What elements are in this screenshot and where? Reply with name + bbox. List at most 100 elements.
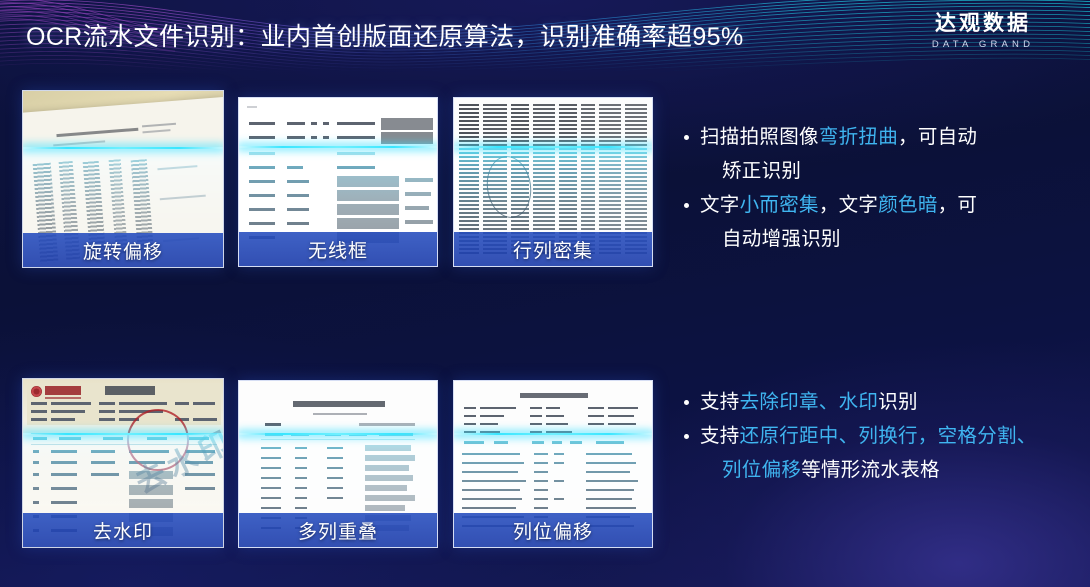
bullet-dot-icon [684,203,689,208]
table-row-line [337,166,375,169]
field-label [464,423,476,426]
table-row-line [261,439,415,440]
doc-line [159,194,206,201]
table-cell [586,498,632,501]
brand-name-en: DATA GRAND [931,39,1035,51]
feature-list-top: 扫描拍照图像弯折扭曲，可自动矫正识别文字小而密集，文字颜色暗，可 自动增强识别 [684,120,1070,256]
statement-title [293,401,385,407]
table-row-line [249,222,275,225]
table-row-line [287,180,309,183]
table-cell [462,471,518,474]
field-value [51,418,75,421]
table-cell [462,498,522,501]
table-cell [534,507,548,510]
table-cell-block [381,118,433,130]
table-cell [91,473,119,476]
feature-line: 矫正识别 [700,154,1070,188]
field-label [530,423,542,426]
table-cell [462,489,520,492]
field-value [546,431,572,434]
table-cell [295,467,307,470]
sample-card-remove-watermark[interactable]: 去水印 去水印 [22,378,224,548]
table-cell [534,462,548,465]
feature-keyword: 列位偏移 [722,459,802,481]
sample-card-column-shift[interactable]: 列位偏移 [453,380,653,548]
sample-card-borderless[interactable]: 无线框 [238,97,438,267]
sample-card-dense-grid[interactable]: 行列密集 [453,97,653,267]
table-row-line [287,136,305,139]
brand-name-cn: 达观数据 [935,12,1031,35]
feature-text: 矫正识别 [722,160,802,182]
sample-card-rotated-offset[interactable]: 旋转偏移 [22,90,224,268]
table-cell [33,487,39,490]
doc-heading-line [56,127,139,138]
feature-text: ，可 [937,194,978,216]
field-label [464,415,476,418]
table-cell [554,462,564,465]
table-cell [534,498,548,501]
card-caption: 列位偏移 [454,513,652,547]
table-row-line [249,122,275,125]
bank-name-en [45,397,81,399]
sample-card-overlapping-columns[interactable]: 多列重叠 [238,380,438,548]
field-label [588,423,604,426]
field-value [51,410,85,413]
table-row-line [249,180,275,183]
statement-title [520,393,588,398]
table-row-line [249,194,275,197]
table-row-line [287,122,305,125]
field-value [608,415,634,418]
table-cell [185,487,215,490]
table-cell [91,450,115,453]
table-cell [33,450,39,453]
table-cell [365,475,413,481]
doc-line [142,129,171,134]
table-cell-block [337,218,399,229]
table-cell-block [405,220,433,224]
table-row-line [249,166,275,169]
table-cell [261,447,281,450]
feature-keyword: 小而密集 [739,194,819,216]
feature-text: 支持 [700,425,740,447]
table-header-cell [494,441,508,444]
feature-line: 支持去除印章、水印识别 [684,385,1070,419]
feature-line: 自动增强识别 [700,222,1070,256]
table-cell [295,487,307,490]
table-header-cell [265,433,283,436]
feature-line: 文字小而密集，文字颜色暗，可 [684,188,1070,222]
table-cell [91,461,115,464]
table-cell [295,447,307,450]
field-value [546,415,564,418]
field-value [480,423,498,426]
table-cell-block [405,192,431,196]
table-row-line [337,152,375,155]
table-row-line [287,208,309,211]
field-value [119,410,163,413]
table-row-line [323,136,329,139]
table-cell [554,480,564,483]
bullet-dot-icon [684,135,689,140]
table-cell [327,447,343,450]
doc-line [247,106,257,108]
table-cell [462,480,526,483]
field-value [119,418,139,421]
table-cell [33,501,39,504]
table-header-cell [532,441,544,444]
bank-logo-icon [31,386,42,397]
table-row-line [249,208,275,211]
table-cell [261,477,281,480]
feature-text: 支持 [700,391,740,413]
statement-subtitle [313,413,367,415]
table-cell [327,467,343,470]
field-label [31,418,47,421]
field-label [530,431,542,434]
table-cell [51,487,77,490]
doc-line [141,122,177,128]
table-cell [586,471,630,474]
wave-decoration [0,0,1090,72]
table-cell [365,485,407,491]
field-value [359,423,415,426]
field-value [608,423,636,426]
feature-line: 扫描拍照图像弯折扭曲，可自动 [684,120,1070,154]
